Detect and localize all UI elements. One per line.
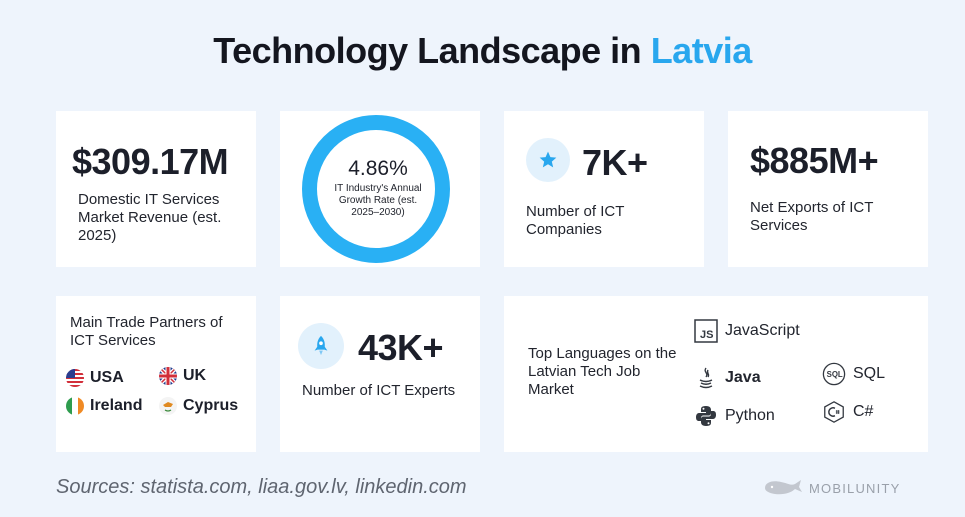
rocket-icon [298,323,344,369]
language-name: C# [853,403,874,420]
languages-label: Top Languages on the Latvian Tech Job Ma… [528,345,677,398]
title-main: Technology Landscape in [213,30,642,71]
partner-name: USA [90,369,124,386]
experts-label: Number of ICT Experts [302,382,456,399]
language-item-java: Java [694,366,761,390]
whale-icon [763,478,803,499]
ireland-flag-icon [66,397,84,415]
revenue-card: $309.17M Domestic IT Services Market Rev… [56,111,256,267]
language-item-sql: SQL SQL [822,362,885,386]
language-name: Java [725,369,761,386]
page-title: Technology Landscape in Latvia [0,30,965,72]
javascript-icon: JS [694,319,718,343]
star-icon [526,138,570,182]
cyprus-flag-icon [159,397,177,415]
language-item-python: Python [694,404,775,428]
uk-flag-icon [159,367,177,385]
revenue-value: $309.17M [72,141,229,182]
exports-label: Net Exports of ICT Services [750,199,874,234]
sources-text: Sources: statista.com, liaa.gov.lv, link… [56,476,467,498]
language-item-csharp: C# [822,400,873,424]
sql-icon: SQL [822,362,846,386]
exports-value: $885M+ [750,140,879,181]
csharp-icon [822,400,846,424]
revenue-label: Domestic IT Services Market Revenue (est… [78,191,222,244]
partner-item-ireland: Ireland [66,397,142,415]
python-icon [694,404,718,428]
partners-label: Main Trade Partners of ICT Services [70,314,223,349]
growth-value: 4.86% [348,157,408,180]
language-item-javascript: JS JavaScript [694,319,800,343]
language-name: Python [725,407,775,424]
brand-name: MOBILUNITY [809,481,901,496]
experts-card: 43K+ Number of ICT Experts [280,296,480,452]
usa-flag-icon [66,369,84,387]
companies-card: 7K+ Number of ICT Companies [504,111,704,267]
companies-label: Number of ICT Companies [526,203,625,238]
languages-card: Top Languages on the Latvian Tech Job Ma… [504,296,928,452]
partner-name: Ireland [90,397,143,414]
experts-value: 43K+ [358,327,444,368]
growth-card: 4.86% IT Industry's Annual Growth Rate (… [280,111,480,267]
partner-item-usa: USA [66,369,124,387]
growth-label: IT Industry's Annual Growth Rate (est. 2… [334,183,422,218]
brand-logo: MOBILUNITY [763,478,900,499]
partner-item-uk: UK [159,367,206,385]
partner-name: UK [183,367,207,384]
svg-text:JS: JS [700,329,713,341]
partner-name: Cyprus [183,397,239,414]
svg-text:SQL: SQL [827,370,843,379]
partners-card: Main Trade Partners of ICT Services USA … [56,296,256,452]
exports-card: $885M+ Net Exports of ICT Services [728,111,928,267]
companies-value: 7K+ [582,142,648,183]
language-name: JavaScript [725,322,800,339]
language-name: SQL [853,365,886,382]
java-icon [694,366,718,390]
title-accent: Latvia [650,30,753,71]
partner-item-cyprus: Cyprus [159,397,238,415]
